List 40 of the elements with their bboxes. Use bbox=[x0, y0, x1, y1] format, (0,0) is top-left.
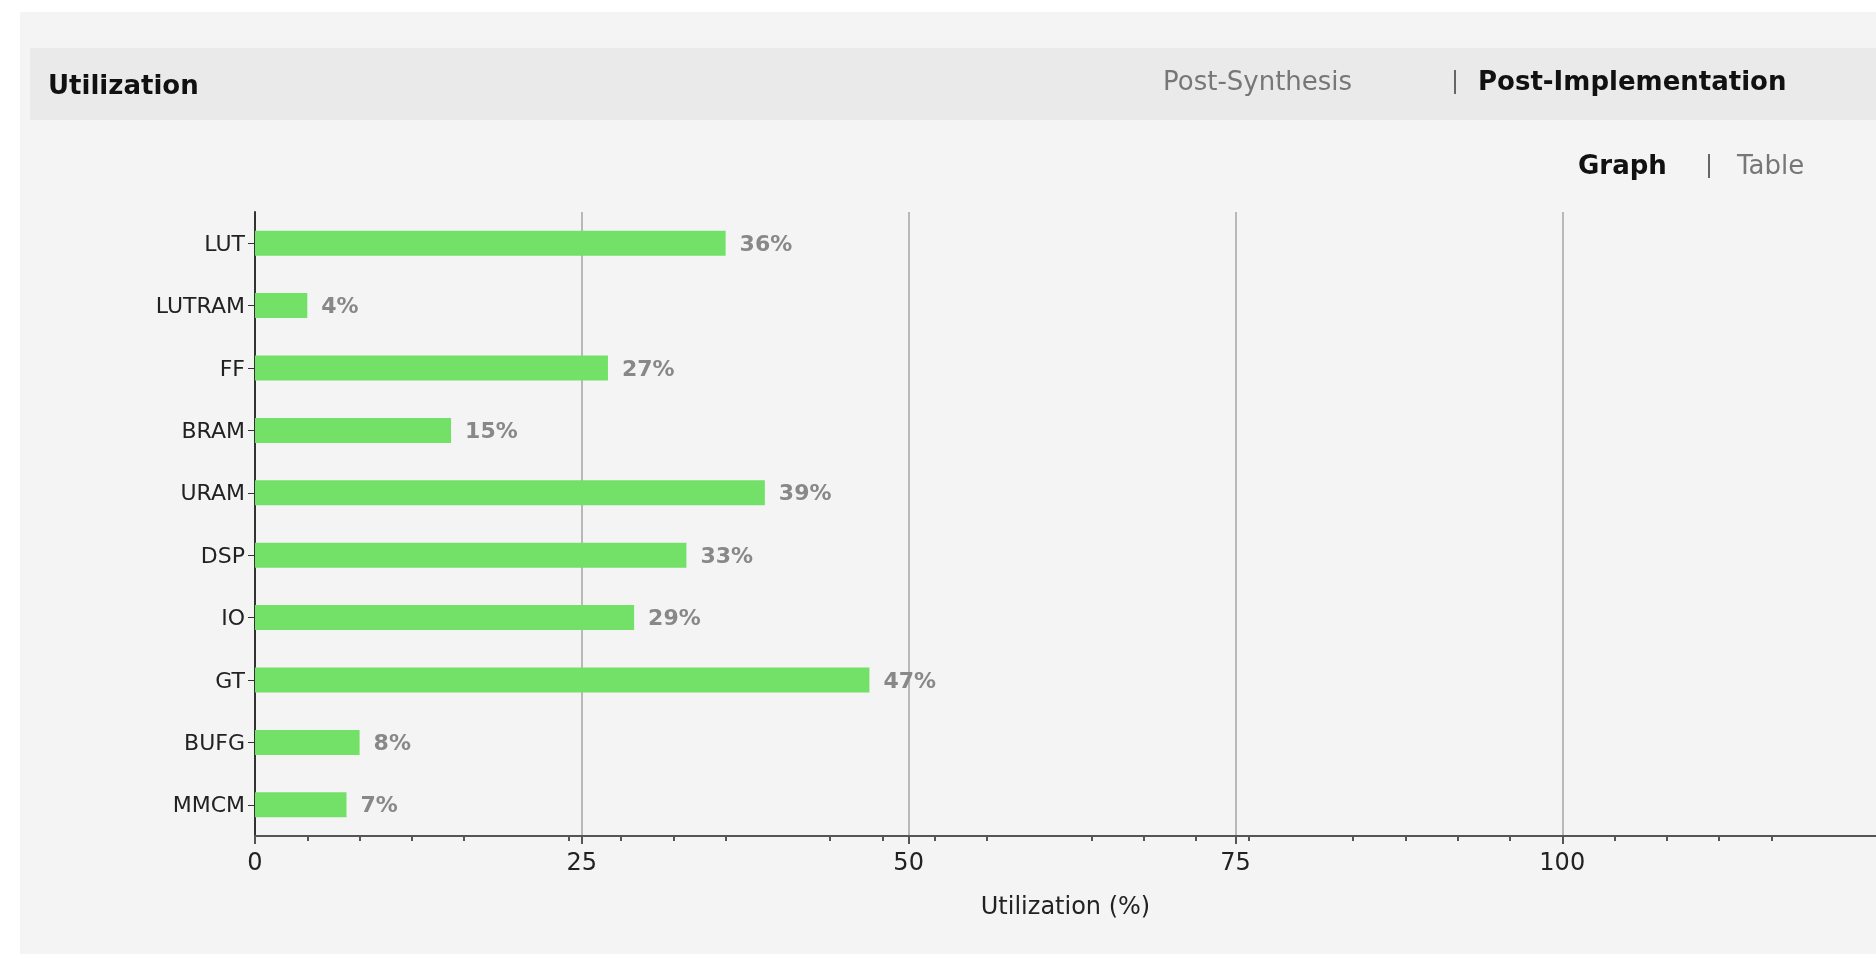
x-tick-label: 75 bbox=[1220, 848, 1251, 876]
data-label: 7% bbox=[360, 792, 398, 818]
y-tick-label: MMCM bbox=[172, 792, 245, 818]
chart-title: Utilization bbox=[48, 70, 199, 100]
y-tick-label: URAM bbox=[180, 480, 245, 506]
x-tick-label: 100 bbox=[1539, 848, 1586, 876]
y-tick-label: FF bbox=[219, 355, 245, 381]
bar bbox=[255, 729, 360, 755]
x-tick-label: 25 bbox=[566, 848, 598, 876]
bar bbox=[255, 605, 635, 631]
data-label: 33% bbox=[700, 542, 754, 568]
bar bbox=[255, 480, 765, 506]
x-tick-label: 50 bbox=[893, 848, 924, 876]
bar bbox=[255, 355, 608, 381]
y-tick-label: BUFG bbox=[184, 729, 245, 755]
text: Post-Implementation bbox=[1478, 66, 1787, 96]
bar bbox=[255, 417, 452, 443]
y-tick-label: GT bbox=[215, 667, 246, 693]
text: Graph bbox=[1578, 150, 1667, 180]
bar bbox=[255, 667, 870, 693]
bar bbox=[255, 792, 347, 818]
bar bbox=[255, 542, 687, 568]
text: Post-Synthesis bbox=[1163, 66, 1353, 96]
y-tick-label: LUT bbox=[204, 230, 246, 256]
y-tick-label: IO bbox=[221, 605, 245, 631]
data-label: 39% bbox=[778, 480, 832, 506]
data-label: 36% bbox=[739, 230, 793, 256]
bar bbox=[255, 230, 726, 256]
text: Table bbox=[1737, 150, 1805, 180]
x-axis-title: Utilization (%) bbox=[980, 892, 1151, 920]
y-tick-label: DSP bbox=[200, 542, 245, 568]
data-label: 15% bbox=[465, 417, 518, 443]
x-tick-label: 0 bbox=[247, 848, 263, 876]
data-label: 8% bbox=[373, 729, 411, 755]
y-tick-label: BRAM bbox=[181, 417, 245, 443]
y-tick-label: LUTRAM bbox=[155, 293, 245, 319]
data-label: 4% bbox=[321, 293, 359, 319]
data-label: 27% bbox=[621, 355, 675, 381]
bar bbox=[255, 293, 308, 319]
data-label: 29% bbox=[648, 605, 701, 631]
